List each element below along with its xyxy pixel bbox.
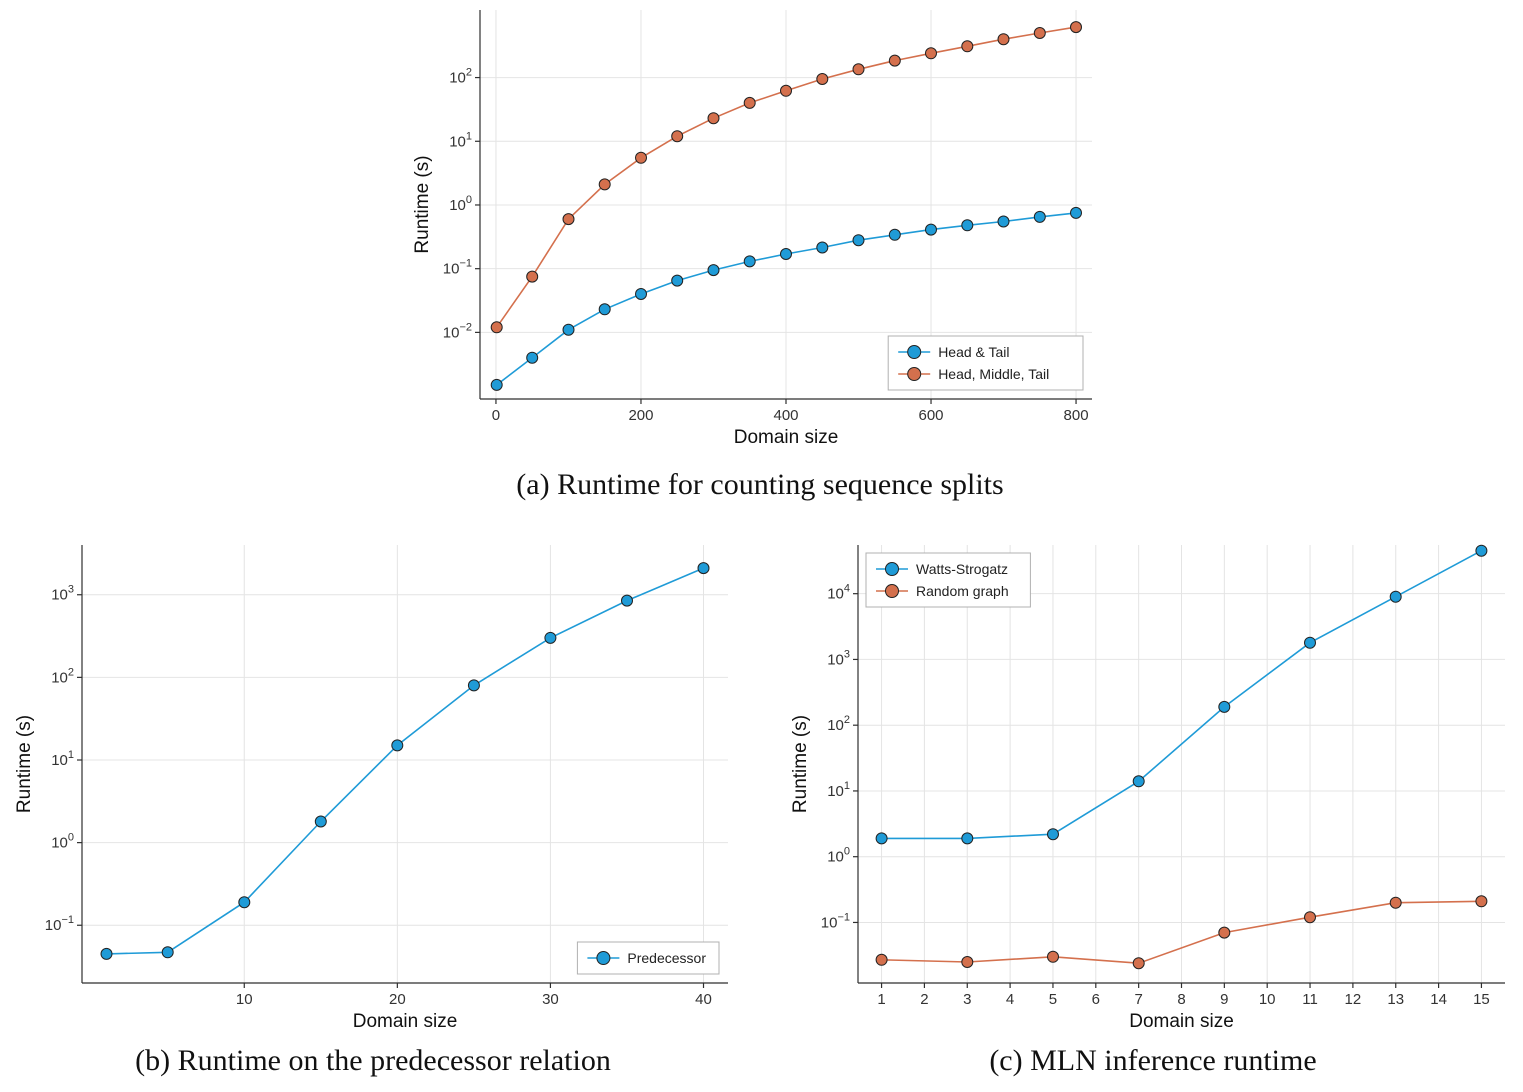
svg-text:7: 7 [1134, 991, 1142, 1008]
svg-text:101: 101 [51, 749, 74, 769]
svg-text:Runtime (s): Runtime (s) [790, 715, 811, 813]
svg-text:40: 40 [695, 991, 712, 1008]
svg-text:6: 6 [1092, 991, 1100, 1008]
chart-sequence-splits: 0 200 400 600 800 10−2 10−1 100 101 102 Domain siz… [412, 10, 1092, 448]
chart-mln-inference: 1 2 3 4 5 6 7 8 9 10 11 12 13 14 1510−1100101102103104… [790, 544, 1505, 1032]
svg-text:200: 200 [628, 407, 653, 424]
svg-text:Head, Middle, Tail: Head, Middle, Tail [938, 366, 1049, 382]
svg-text:1: 1 [877, 991, 885, 1008]
svg-text:2: 2 [920, 991, 928, 1008]
svg-text:10−1: 10−1 [45, 914, 74, 934]
svg-text:5: 5 [1049, 991, 1057, 1008]
svg-text:Watts-Strogatz: Watts-Strogatz [916, 561, 1008, 577]
svg-text:100: 100 [51, 832, 74, 852]
svg-text:101: 101 [449, 130, 472, 150]
svg-text:Domain size: Domain size [353, 1011, 458, 1032]
svg-text:8: 8 [1177, 991, 1185, 1008]
svg-text:800: 800 [1064, 407, 1089, 424]
chart-predecessor: 10 20 30 40 10−1 100 101 102 103 Domain size Runti… [14, 545, 728, 1032]
svg-text:3: 3 [963, 991, 971, 1008]
svg-text:100: 100 [827, 846, 850, 866]
svg-text:100: 100 [449, 194, 472, 214]
svg-text:12: 12 [1345, 991, 1362, 1008]
svg-text:30: 30 [542, 991, 559, 1008]
svg-text:4: 4 [1006, 991, 1014, 1008]
svg-text:Random graph: Random graph [916, 583, 1009, 599]
svg-text:101: 101 [827, 780, 850, 800]
svg-text:Runtime (s): Runtime (s) [14, 715, 35, 813]
svg-text:104: 104 [827, 583, 850, 603]
svg-text:13: 13 [1387, 991, 1404, 1008]
svg-text:Head & Tail: Head & Tail [938, 344, 1009, 360]
caption-b: (b) Runtime on the predecessor relation [135, 1044, 611, 1077]
svg-text:10−2: 10−2 [443, 321, 472, 341]
svg-text:0: 0 [492, 407, 500, 424]
svg-text:11: 11 [1302, 991, 1318, 1008]
svg-text:400: 400 [773, 407, 798, 424]
svg-text:14: 14 [1430, 991, 1447, 1008]
svg-text:15: 15 [1473, 991, 1490, 1008]
svg-text:20: 20 [389, 991, 406, 1008]
svg-text:Domain size: Domain size [1129, 1011, 1234, 1032]
svg-text:103: 103 [51, 584, 74, 604]
caption-c: (c) MLN inference runtime [989, 1044, 1317, 1077]
svg-text:Domain size: Domain size [734, 427, 839, 448]
svg-text:103: 103 [827, 648, 850, 668]
caption-a: (a) Runtime for counting sequence splits [516, 468, 1004, 501]
svg-text:10−1: 10−1 [443, 258, 472, 278]
svg-text:102: 102 [449, 67, 472, 87]
svg-text:10−1: 10−1 [821, 911, 850, 931]
svg-text:102: 102 [827, 714, 850, 734]
svg-text:9: 9 [1220, 991, 1228, 1008]
svg-text:10: 10 [236, 991, 253, 1008]
svg-text:10: 10 [1259, 991, 1276, 1008]
svg-text:Runtime (s): Runtime (s) [412, 155, 433, 253]
svg-text:600: 600 [919, 407, 944, 424]
svg-text:102: 102 [51, 666, 74, 686]
svg-text:Predecessor: Predecessor [627, 950, 706, 966]
